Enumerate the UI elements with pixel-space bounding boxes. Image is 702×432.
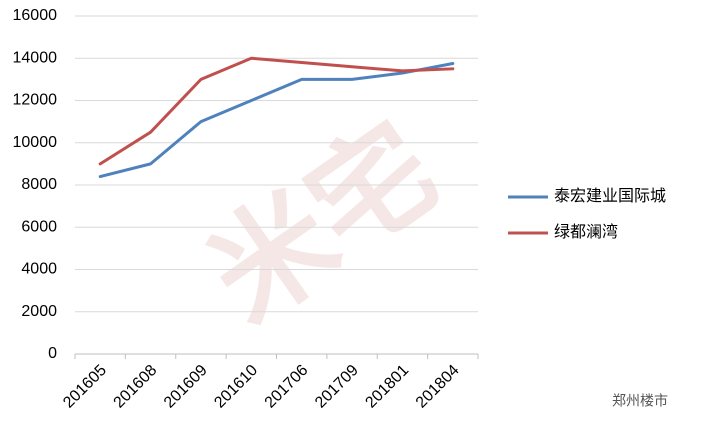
legend-label: 绿都澜湾 [554, 223, 618, 241]
watermark: 米宅 [186, 100, 459, 347]
series-line [98, 62, 455, 179]
y-tick-label: 6000 [21, 218, 57, 235]
series-line [98, 56, 455, 166]
y-tick-label: 0 [48, 345, 57, 362]
x-tick-label: 201804 [413, 362, 463, 412]
x-tick-label: 201801 [362, 362, 412, 412]
x-tick-label: 201610 [211, 362, 261, 412]
y-tick-label: 2000 [21, 303, 57, 320]
y-tick-label: 16000 [13, 7, 58, 24]
svg-text:米宅: 米宅 [186, 100, 459, 347]
x-tick-label: 201605 [60, 362, 110, 412]
x-tick-label: 201609 [161, 362, 211, 412]
x-tick-label: 201709 [312, 362, 362, 412]
y-tick-label: 10000 [13, 134, 58, 151]
y-tick-label: 12000 [13, 92, 58, 109]
x-tick-label: 201608 [111, 362, 161, 412]
y-tick-label: 8000 [21, 176, 57, 193]
y-tick-label: 14000 [13, 49, 58, 66]
legend-label: 泰宏建业国际城 [554, 187, 666, 205]
x-tick-label: 201706 [262, 362, 312, 412]
annotation: 郑州楼市 [612, 393, 668, 409]
y-tick-label: 4000 [21, 261, 57, 278]
